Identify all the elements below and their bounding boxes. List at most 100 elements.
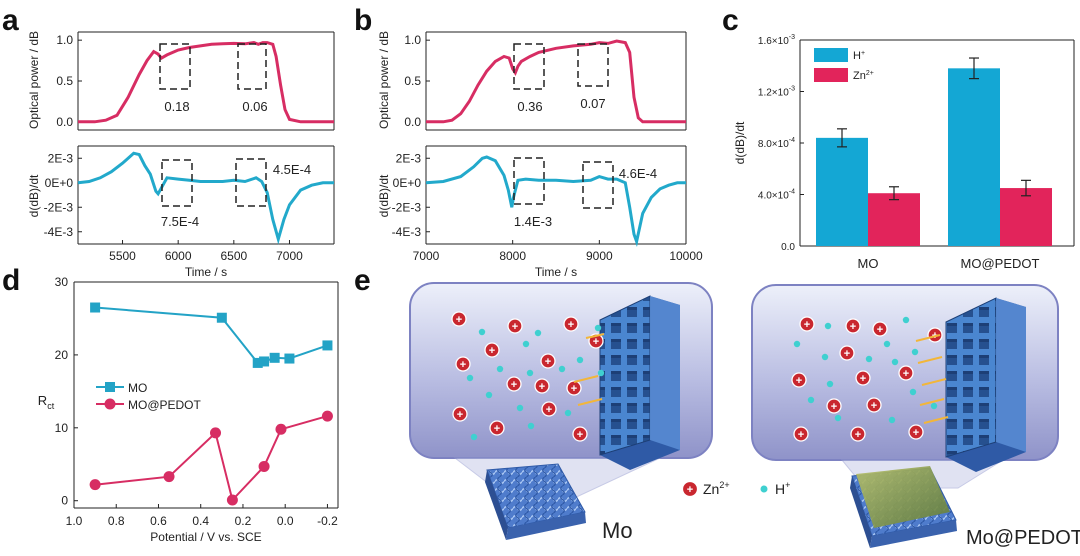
chart-a-bottom: d(dB)/dt 2E-3 0E+0 -2E-3 -4E-3 5500 6000 6500… <box>27 145 335 279</box>
c-bar-h-1 <box>948 68 1000 246</box>
a-bottom-annotation-1: 7.5E-4 <box>161 214 199 229</box>
d-xtick-label-3: 0.4 <box>192 514 209 528</box>
e-right-zn-ion-1-plus: + <box>850 321 856 333</box>
e-left-flux-arrows <box>573 333 605 406</box>
panel-d: Rct 0 10 20 30 1.0 0.8 0.6 0.4 0.2 0.0 -0.2 MO MO… <box>38 275 339 544</box>
e-right-arrow-1 <box>915 334 941 342</box>
e-right-h-ion-2 <box>793 340 801 348</box>
e-right-flux-arrows <box>915 334 949 424</box>
d-legend-marker-mo-pedot <box>104 398 116 410</box>
d-point-mo-5 <box>284 353 295 364</box>
e-left-zn-ion-7 <box>506 376 522 392</box>
a_top-ytick-label-1: 0.5 <box>56 74 73 88</box>
e-left-zn-ion-10 <box>452 406 468 422</box>
e-left-mesh-sheet <box>485 463 586 540</box>
a_bottom-xtick-label-2: 6500 <box>220 249 247 263</box>
e-right-h-ion-10 <box>807 396 815 404</box>
e-left-h-ion-14 <box>597 369 605 377</box>
c-ytick-label-0: 0.0 <box>781 242 795 253</box>
panel-c: d(dB)/dt 0.0 4.0×10-4 8.0×10-4 1.2×10-3 1.6×… <box>733 34 1075 271</box>
a-bottom-highlight-box-1 <box>161 159 193 207</box>
a-bottom-xlabel: Time / s <box>185 265 227 279</box>
e-left-h-ion-5 <box>576 356 584 364</box>
e-left-zn-ion-8 <box>534 378 550 394</box>
e-right-pedot-coating <box>856 466 950 528</box>
c-legend-swatch-h <box>814 48 848 62</box>
a-top-annotation-1: 0.18 <box>164 99 189 114</box>
a_bottom-xtick-label-1: 6000 <box>165 249 192 263</box>
d-xtick-label-1: 0.8 <box>108 514 125 528</box>
d-point-mo-pedot-1 <box>163 471 175 483</box>
panel-e: ++ ++++++ + ++ ++ + Mo + + + ++++ ++ +++ + <box>409 282 1080 549</box>
b_bottom-ytick-label-1: 0E+0 <box>393 176 422 190</box>
a-top-annotation-2: 0.06 <box>242 99 267 114</box>
d-xtick-label-0: 1.0 <box>66 514 83 528</box>
e-left-zn-ion-6-plus: + <box>460 359 466 371</box>
e-left-zn-ion-9-plus: + <box>571 383 577 395</box>
e-left-h-ion-8 <box>558 365 566 373</box>
c-bar-zn-1 <box>1000 188 1052 246</box>
e-right-h-ion-5 <box>821 353 829 361</box>
d-xtick-label-5: 0.0 <box>277 514 294 528</box>
d-xtick-label-2: 0.6 <box>150 514 167 528</box>
e-left-schematic: ++ ++++++ + ++ ++ + Mo <box>409 282 713 543</box>
d-point-mo-pedot-3 <box>226 494 238 506</box>
e-left-zn-ion-13-plus: + <box>577 429 583 441</box>
e-right-zn-ion-2 <box>872 321 888 337</box>
e-right-arrow-3 <box>921 378 947 386</box>
d-point-mo-4 <box>269 352 280 363</box>
c-legend-label-zn: Zn2+ <box>853 70 874 82</box>
e-right-zn-ion-8 <box>826 398 842 414</box>
e-right-zn-ion-9 <box>866 397 882 413</box>
panel-letter-e: e <box>354 264 371 297</box>
a_bottom-xtick-label-3: 7000 <box>276 249 303 263</box>
panel-a: Optical power / dB 0.0 0.5 1.0 0.18 0.06 d… <box>27 31 335 279</box>
d-xtick-label-6: -0.2 <box>317 514 338 528</box>
e-right-zn-ion-4 <box>839 345 855 361</box>
c-category-label-0: MO <box>858 256 879 271</box>
b-bottom-series-line <box>425 155 686 247</box>
a-bottom-highlight-box-2 <box>235 158 267 207</box>
e-left-zn-ion-1 <box>507 318 523 334</box>
e-left-zn-ion-0-plus: + <box>456 314 462 326</box>
e-right-porous-scaffold <box>945 297 1026 472</box>
b-top-highlight-box-1 <box>513 43 545 90</box>
b-bottom-highlight-box-1 <box>513 157 545 205</box>
e-left-zn-ion-8-plus: + <box>539 381 545 393</box>
e-left-h-ion-13 <box>470 433 478 441</box>
a-top-series-line <box>78 41 334 124</box>
e-right-zn-ion-10 <box>850 426 866 442</box>
b_top-ytick-label-1: 0.5 <box>404 74 421 88</box>
e-right-zn-ion-7 <box>855 370 871 386</box>
e-legend-zn-plus-icon: + <box>687 484 693 496</box>
c-bar-h-0 <box>816 137 868 246</box>
e-left-zn-ion-4-plus: + <box>545 356 551 368</box>
e-left-zn-ion-4 <box>540 353 556 369</box>
d-legend-label-mo: MO <box>128 381 147 395</box>
e-right-h-ion-3 <box>883 340 891 348</box>
b-top-annotation-2: 0.07 <box>580 96 605 111</box>
b-bottom-ylabel: d(dB)/dt <box>377 174 391 217</box>
e-left-h-ion-1 <box>534 329 542 337</box>
e-left-h-ion-3 <box>522 340 530 348</box>
d-series-line-mo-pedot <box>94 415 328 503</box>
d-xlabel: Potential / V vs. SCE <box>150 530 261 544</box>
panel-letter-c: c <box>722 4 739 37</box>
panel-b: Optical power / dB 0.0 0.5 1.0 0.36 0.07 d… <box>377 31 703 279</box>
e-legend-h-icon <box>760 485 768 493</box>
b-top-series-line <box>426 39 686 124</box>
e-right-zn-ion-1 <box>845 318 861 334</box>
e-right-h-ion-11 <box>834 414 842 422</box>
d-ytick-label-2: 20 <box>55 348 69 362</box>
e-right-zn-ion-7-plus: + <box>860 373 866 385</box>
e-right-arrow-4 <box>919 398 945 406</box>
e-left-label: Mo <box>602 518 633 543</box>
d-point-mo-0 <box>90 302 101 313</box>
a-top-highlight-box-2 <box>237 43 267 90</box>
e-right-zn-ion-4-plus: + <box>844 348 850 360</box>
e-left-zn-ion-3-plus: + <box>489 345 495 357</box>
e-left-zn-ion-1-plus: + <box>512 321 518 333</box>
e-left-zn-ion-12-plus: + <box>494 423 500 435</box>
d-point-mo-pedot-6 <box>321 410 333 422</box>
b-top-ylabel: Optical power / dB <box>377 31 391 129</box>
